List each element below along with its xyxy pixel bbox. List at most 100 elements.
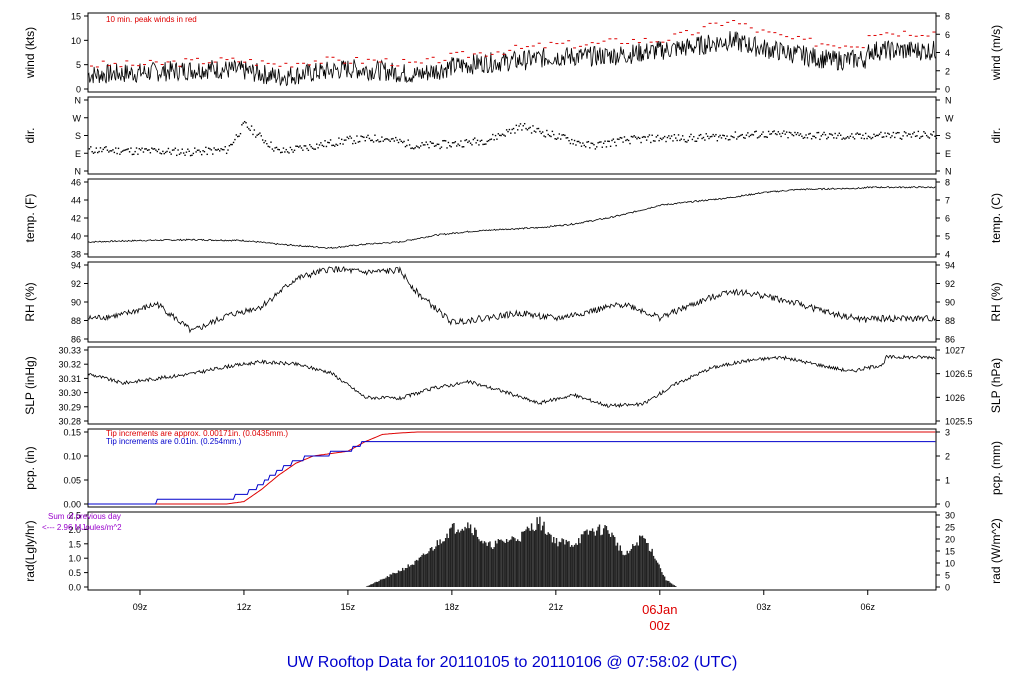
direction-point (544, 136, 547, 138)
series-line (87, 186, 936, 249)
direction-point (576, 140, 579, 143)
direction-point (803, 136, 806, 139)
direction-point (733, 136, 735, 139)
direction-point (598, 141, 601, 143)
direction-point (281, 151, 283, 153)
direction-point (196, 149, 199, 151)
direction-point (666, 136, 669, 139)
direction-point (877, 134, 879, 137)
direction-point (815, 137, 817, 139)
direction-point (479, 140, 481, 142)
direction-point (686, 141, 688, 143)
direction-point (133, 153, 135, 156)
direction-point (842, 137, 845, 139)
direction-point (766, 136, 768, 139)
direction-point (146, 149, 149, 152)
direction-point (464, 139, 466, 142)
direction-point (415, 145, 418, 147)
direction-point (363, 136, 365, 139)
y-axis-label: rad(Lgly/hr) (23, 520, 37, 581)
direction-point (429, 141, 432, 143)
direction-point (450, 146, 452, 148)
direction-point (647, 136, 649, 138)
y-left-tick-label: 0.05 (63, 476, 81, 486)
direction-point (248, 128, 250, 130)
direction-point (801, 135, 803, 137)
direction-point (218, 150, 221, 152)
direction-point (442, 140, 444, 142)
direction-point (927, 136, 929, 138)
direction-point (431, 142, 433, 144)
direction-point (232, 141, 235, 144)
direction-point (503, 134, 505, 136)
direction-point (541, 131, 544, 133)
direction-point (600, 141, 602, 143)
direction-point (198, 149, 200, 151)
y-left-tick-label: 2.5 (68, 511, 81, 521)
direction-point (691, 138, 694, 141)
direction-point (91, 150, 93, 153)
direction-point (324, 140, 326, 142)
direction-point (214, 149, 217, 151)
y-right-tick-label: 10 (945, 559, 955, 569)
direction-point (505, 129, 508, 131)
direction-point (668, 135, 670, 137)
direction-point (471, 144, 473, 146)
direction-point (719, 134, 721, 137)
direction-point (607, 140, 609, 142)
direction-point (899, 137, 902, 140)
direction-point (213, 147, 215, 149)
tip-note-fixed: Tip increments are 0.01in. (0.254mm.) (106, 437, 242, 446)
direction-point (609, 145, 612, 148)
direction-point (536, 127, 538, 130)
direction-point (755, 130, 757, 132)
direction-point (155, 149, 157, 151)
direction-point (752, 134, 755, 136)
direction-point (537, 127, 540, 130)
direction-point (828, 133, 831, 135)
direction-point (555, 138, 558, 140)
direction-point (920, 136, 922, 138)
direction-point (318, 144, 321, 146)
direction-point (135, 147, 138, 149)
x-tick-label: 21z (549, 602, 564, 612)
direction-point (124, 149, 127, 151)
direction-point (436, 143, 439, 145)
direction-point (237, 135, 239, 138)
y-right-tick-label: 94 (945, 261, 955, 271)
direction-point (432, 142, 434, 145)
direction-point (284, 151, 286, 153)
y-axis-label-right: SLP (hPa) (989, 358, 1003, 413)
direction-point (352, 142, 354, 145)
direction-point (444, 140, 447, 142)
direction-point (910, 136, 913, 138)
direction-point (824, 134, 827, 136)
direction-point (340, 138, 343, 141)
direction-point (573, 139, 576, 142)
direction-point (756, 137, 759, 139)
direction-point (694, 140, 696, 142)
direction-point (189, 154, 192, 157)
y-axis-label-right: RH (%) (989, 282, 1003, 321)
direction-point (809, 132, 811, 135)
direction-point (712, 133, 714, 136)
y-right-tick-label: 1 (945, 476, 950, 486)
direction-point (278, 148, 281, 151)
direction-point (604, 140, 606, 142)
direction-point (92, 152, 95, 154)
direction-point (611, 139, 613, 142)
direction-point (95, 147, 98, 149)
direction-point (499, 134, 501, 137)
direction-point (681, 135, 684, 137)
direction-point (105, 146, 107, 148)
direction-point (379, 140, 382, 143)
direction-point (274, 147, 276, 149)
direction-point (669, 137, 671, 140)
panel-frame (87, 261, 937, 343)
x-tick-label: 06z (860, 602, 875, 612)
direction-point (166, 150, 168, 153)
panel-7: rad(Lgly/hr) rad (W/m^2) 0.0 0.5 1.0 1.5 2.0 2.… (23, 511, 1003, 593)
direction-point (88, 148, 91, 150)
direction-point (249, 129, 251, 132)
direction-point (701, 137, 703, 140)
